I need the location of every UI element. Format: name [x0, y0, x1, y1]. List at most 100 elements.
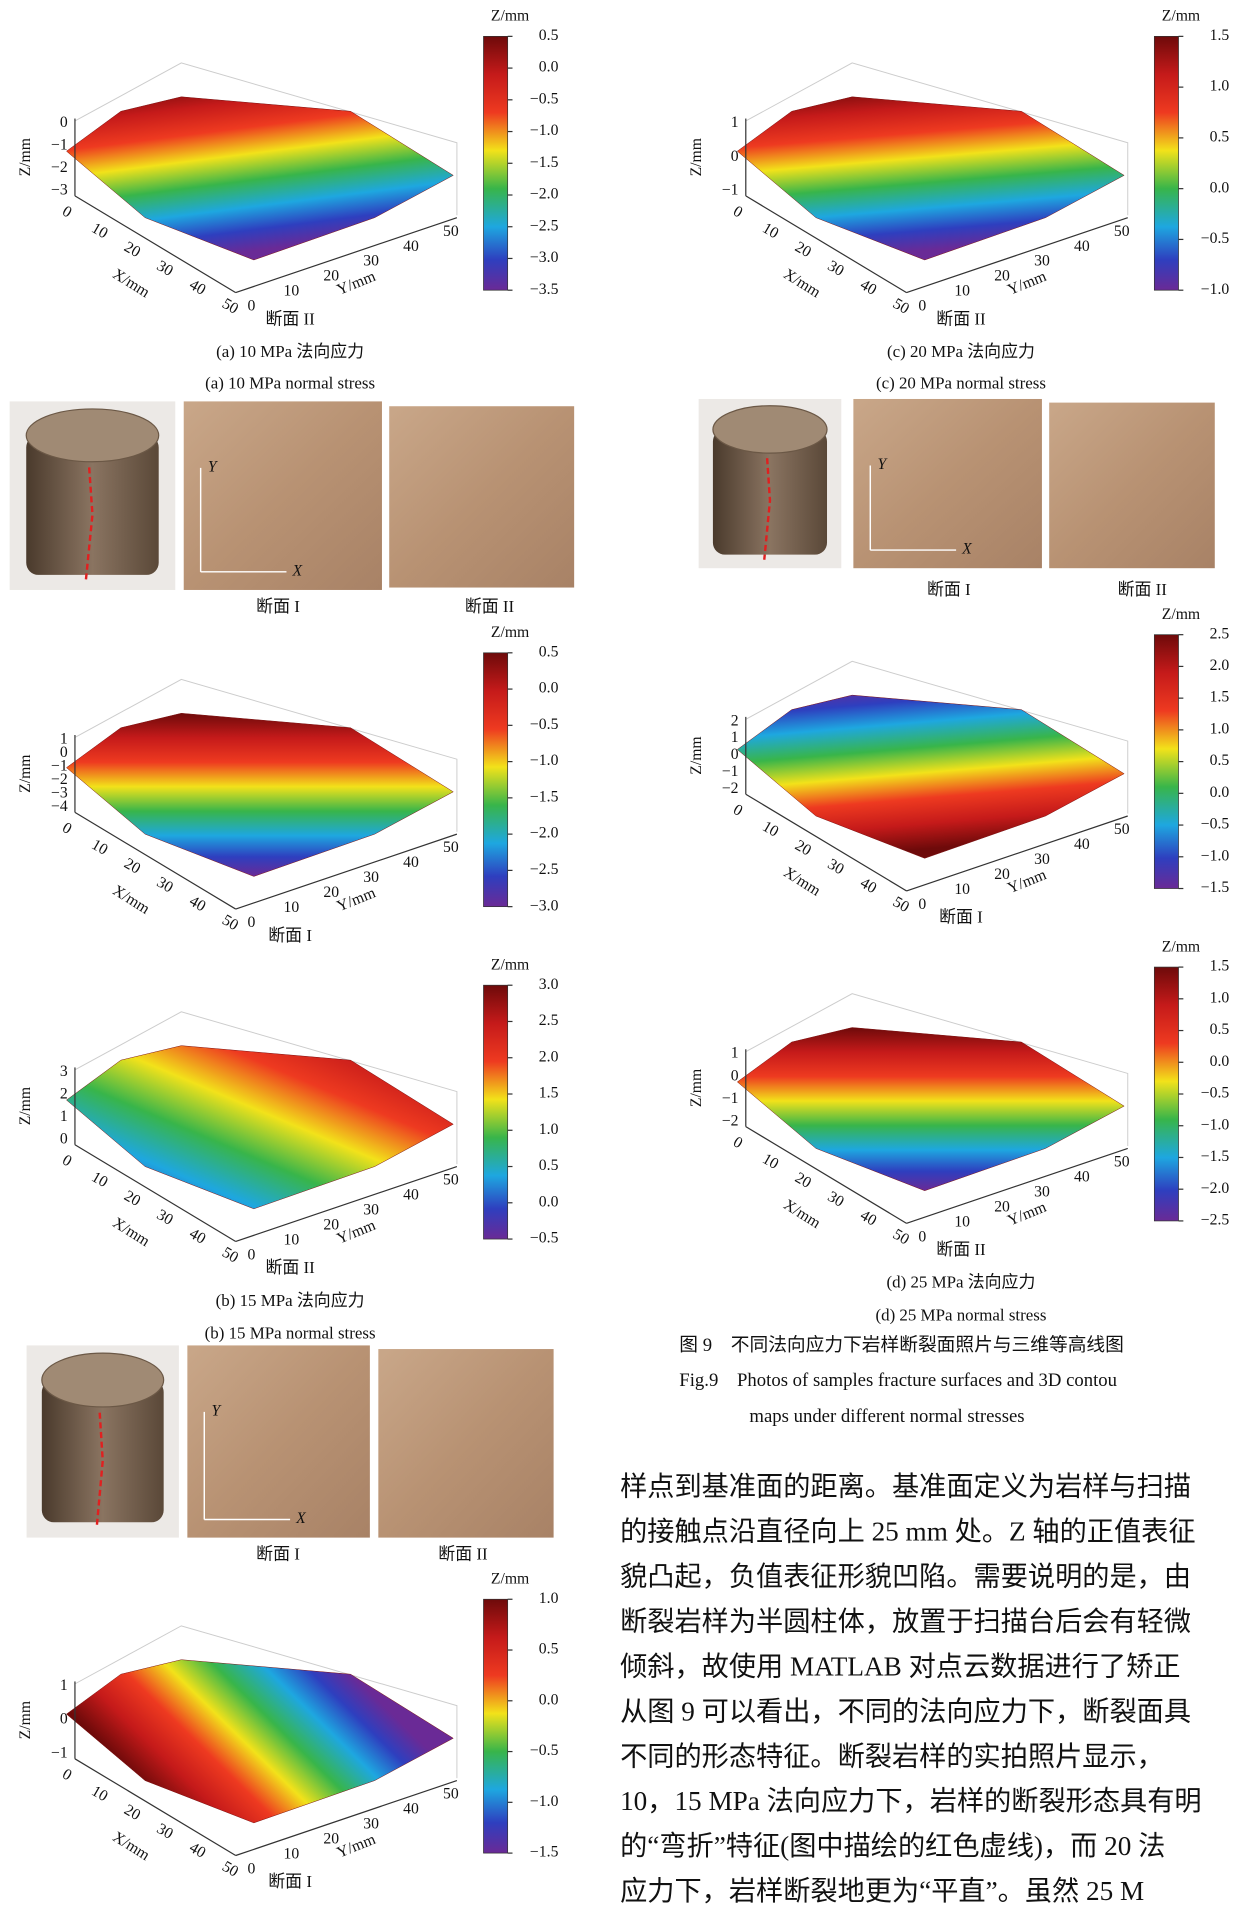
colorbar-title: Z/mm — [491, 8, 529, 25]
z-axis-label: Z/mm — [688, 736, 705, 774]
colorbar-tick-label: −0.5 — [530, 1230, 559, 1247]
y-tick-label: 10 — [283, 1232, 299, 1249]
x-tick-label: 20 — [121, 1801, 143, 1824]
section-label: 断面 II — [936, 1240, 986, 1259]
y-tick-label: 40 — [1074, 836, 1090, 853]
colorbar-tick-label: −1.5 — [530, 154, 559, 171]
colorbar-tick-label: 0.0 — [539, 1691, 559, 1708]
colorbar-tick-label: 0.5 — [1210, 129, 1230, 146]
x-tick-label: 20 — [792, 1169, 814, 1192]
colorbar-tick-label: −1.5 — [1201, 879, 1230, 896]
x-tick-label: 40 — [186, 893, 208, 916]
y-tick-label: 50 — [443, 1172, 459, 1189]
x-axis-label: X/mm — [780, 864, 823, 900]
x-tick-label: 30 — [154, 874, 176, 897]
colorbar-title: Z/mm — [491, 624, 529, 641]
fracture-photo — [184, 401, 382, 590]
x-tick-label: 10 — [89, 220, 111, 243]
body-text-line: 不同的形态特征。断裂岩样的实拍照片显示， — [620, 1741, 1164, 1771]
body-text-line: 貌凸起，负值表征形貌凹陷。需要说明的是，由 — [620, 1561, 1191, 1591]
surface — [737, 97, 1124, 260]
photo-label: 断面 II — [465, 597, 515, 616]
x-tick-label: 40 — [186, 1839, 208, 1862]
colorbar-tick-label: 0.5 — [1210, 1021, 1230, 1038]
colorbar-tick-label: −0.5 — [1201, 230, 1230, 247]
z-tick-label: 0 — [731, 1067, 739, 1084]
photo-x-axis-label: X — [295, 1510, 307, 1527]
body-text-line: 的“弯折”特征(图中描绘的红色虚线)，而 20 法 — [620, 1831, 1165, 1861]
x-axis-label: X/mm — [780, 266, 823, 302]
photo-x-axis-label: X — [292, 562, 304, 579]
z-tick-label: 3 — [60, 1063, 68, 1080]
photo-label: 断面 I — [256, 597, 300, 616]
z-axis-label: Z/mm — [17, 1701, 34, 1739]
fracture-photo — [389, 406, 574, 587]
x-axis-label: X/mm — [109, 882, 152, 918]
x-tick-label: 20 — [792, 837, 814, 860]
photo-label: 断面 I — [927, 580, 971, 599]
colorbar-tick-label: 1.0 — [539, 1121, 559, 1138]
y-tick-label: 0 — [918, 896, 926, 913]
x-tick-label: 0 — [730, 801, 745, 820]
body-text-line: 断裂岩样为半圆柱体，放置于扫描台后会有轻微 — [620, 1606, 1191, 1636]
section-label: 断面 I — [939, 908, 983, 927]
body-text-line: 样点到基准面的距离。基准面定义为岩样与扫描 — [620, 1471, 1191, 1501]
colorbar-tick-label: −0.5 — [530, 716, 559, 733]
colorbar-tick-label: −1.0 — [1201, 847, 1230, 864]
colorbar — [483, 985, 507, 1239]
fracture-photo — [378, 1349, 553, 1538]
colorbar — [483, 1599, 507, 1853]
colorbar-tick-label: 1.5 — [1210, 689, 1230, 706]
x-tick-label: 0 — [730, 203, 745, 222]
colorbar-tick-label: −0.5 — [1201, 1085, 1230, 1102]
x-tick-label: 40 — [857, 875, 879, 898]
colorbar-tick-label: 0.0 — [539, 1193, 559, 1210]
x-tick-label: 50 — [219, 1244, 241, 1267]
figure-caption-en: maps under different normal stresses — [749, 1406, 1024, 1427]
colorbar-tick-label: −1.0 — [1201, 281, 1230, 298]
x-axis-label: X/mm — [109, 1828, 152, 1864]
z-axis-label: Z/mm — [688, 1069, 705, 1107]
colorbar-tick-label: −0.5 — [530, 90, 559, 107]
y-tick-label: 40 — [1074, 238, 1090, 255]
colorbar-tick-label: −2.5 — [530, 861, 559, 878]
colorbar-tick-label: −2.5 — [530, 217, 559, 234]
y-tick-label: 0 — [247, 1861, 255, 1878]
y-tick-label: 40 — [403, 1801, 419, 1818]
z-axis-label: Z/mm — [688, 138, 705, 176]
y-tick-label: 40 — [403, 854, 419, 871]
y-tick-label: 50 — [443, 223, 459, 240]
colorbar-tick-label: −2.0 — [1201, 1180, 1230, 1197]
z-tick-label: −1 — [722, 182, 739, 199]
x-axis-label: X/mm — [109, 1214, 152, 1250]
surface — [66, 1046, 453, 1209]
z-tick-label: −1 — [722, 763, 739, 780]
z-axis-label: Z/mm — [17, 1087, 34, 1125]
surface-plot: 10−1−2Z/mm01020304050X/mm01020304050Y/mm… — [688, 938, 1229, 1259]
section-label: 断面 II — [265, 309, 315, 328]
y-tick-label: 50 — [1114, 821, 1130, 838]
z-tick-label: 1 — [731, 114, 739, 131]
y-tick-label: 40 — [1074, 1169, 1090, 1186]
colorbar-title: Z/mm — [491, 956, 529, 973]
z-tick-label: 2 — [731, 712, 739, 729]
colorbar-tick-label: 0.5 — [539, 1641, 559, 1658]
colorbar-tick-label: −0.5 — [1201, 816, 1230, 833]
surface-plot: 3210Z/mm01020304050X/mm01020304050Y/mmZ/… — [17, 956, 558, 1277]
y-tick-label: 10 — [283, 899, 299, 916]
photo-label: 断面 II — [438, 1545, 488, 1564]
x-tick-label: 0 — [59, 819, 74, 838]
y-tick-label: 10 — [283, 1846, 299, 1863]
y-axis-label: Y/mm — [334, 884, 378, 915]
colorbar-tick-label: −1.0 — [1201, 1116, 1230, 1133]
y-tick-label: 0 — [247, 298, 255, 315]
y-axis-label: Y/mm — [334, 1831, 378, 1862]
x-tick-label: 0 — [59, 203, 74, 222]
z-axis-label: Z/mm — [17, 754, 34, 792]
colorbar — [1154, 635, 1178, 889]
colorbar-tick-label: 0.5 — [539, 643, 559, 660]
surface-plot: 0−1−2−3Z/mm01020304050X/mm01020304050Y/m… — [17, 8, 558, 329]
colorbar — [483, 36, 507, 290]
section-label: 断面 II — [936, 309, 986, 328]
y-tick-label: 0 — [247, 914, 255, 931]
